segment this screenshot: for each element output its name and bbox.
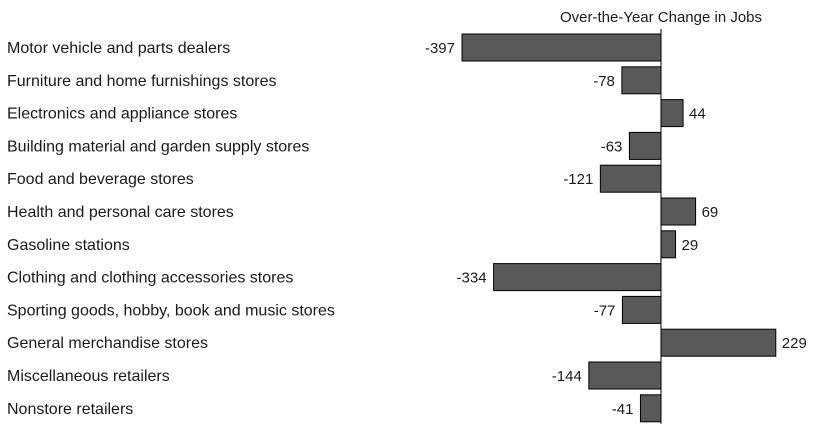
value-label: 44 — [689, 106, 706, 123]
chart-title: Over-the-Year Change in Jobs — [560, 9, 762, 26]
bar — [639, 394, 662, 423]
bar — [588, 361, 662, 390]
value-label: -334 — [457, 270, 487, 287]
bar — [621, 295, 662, 324]
value-label: 29 — [682, 237, 699, 254]
value-label: -78 — [593, 73, 615, 90]
value-label: -121 — [563, 171, 593, 188]
value-label: -63 — [601, 138, 623, 155]
category-labels: Motor vehicle and parts dealers Furniture… — [7, 40, 335, 418]
bar — [660, 99, 684, 128]
bar — [660, 197, 697, 226]
bar — [621, 66, 662, 95]
category-label: Motor vehicle and parts dealers — [7, 40, 230, 57]
bars — [461, 33, 777, 423]
value-label: -41 — [612, 401, 634, 418]
category-label: Gasoline stations — [7, 237, 130, 254]
bar — [628, 131, 662, 160]
bar — [660, 328, 777, 357]
value-label: -144 — [552, 368, 582, 385]
value-label: 69 — [702, 204, 719, 221]
bar — [660, 230, 677, 259]
category-label: Sporting goods, hobby, book and music st… — [7, 302, 335, 319]
bar — [493, 263, 662, 292]
bar — [599, 164, 662, 193]
category-label: Electronics and appliance stores — [7, 106, 237, 123]
value-label: 229 — [782, 335, 807, 352]
bar — [461, 33, 662, 62]
category-label: Building material and garden supply stor… — [7, 138, 309, 155]
value-label: -77 — [594, 302, 616, 319]
category-label: Furniture and home furnishings stores — [7, 73, 276, 90]
category-label: Food and beverage stores — [7, 171, 194, 188]
category-label: Nonstore retailers — [7, 401, 133, 418]
category-label: Miscellaneous retailers — [7, 368, 170, 385]
value-label: -397 — [425, 40, 455, 57]
category-label: Clothing and clothing accessories stores — [7, 270, 293, 287]
category-label: General merchandise stores — [7, 335, 208, 352]
category-label: Health and personal care stores — [7, 204, 234, 221]
